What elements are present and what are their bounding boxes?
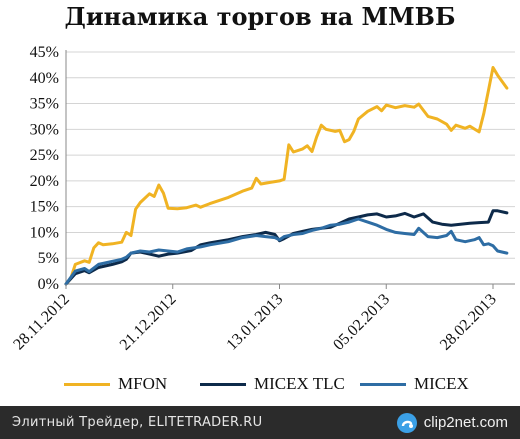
y-tick-label: 10%: [30, 224, 59, 241]
x-tick-label: 28.11.2012: [10, 291, 73, 354]
y-tick-label: 25%: [30, 147, 59, 164]
x-tick-label: 21.12.2012: [117, 291, 180, 354]
chart-title: Динамика торгов на ММВБ: [64, 2, 456, 31]
footer-bar: Элитный Трейдер, ELITETRADER.RU clip2net…: [0, 406, 520, 439]
legend-label-micex-tlc: MICEX TLC: [254, 374, 345, 393]
y-tick-label: 30%: [30, 121, 59, 138]
clip2net-logo-icon: [396, 412, 417, 433]
series-line-micex: [64, 217, 509, 286]
legend-label-micex: MICEX: [414, 374, 469, 393]
x-tick-label: 13.01.2013: [223, 291, 286, 354]
x-tick-label: 28.02.2013: [437, 291, 500, 354]
footer-brand-label: clip2net.com: [423, 414, 508, 431]
y-tick-label: 5%: [38, 250, 59, 267]
y-tick-label: 0%: [38, 276, 59, 293]
y-tick-label: 40%: [30, 70, 59, 87]
footer-credit: Элитный Трейдер, ELITETRADER.RU: [12, 415, 263, 430]
legend: MFON MICEX TLC MICEX: [0, 372, 520, 396]
axes: [65, 50, 515, 285]
legend-label-mfon: MFON: [118, 374, 168, 393]
y-tick-label: 20%: [30, 173, 59, 190]
y-tick-label: 45%: [30, 44, 59, 61]
y-tick-label: 15%: [30, 199, 59, 216]
legend-item-micex: MICEX: [360, 372, 469, 396]
legend-swatch-mfon: [64, 382, 110, 386]
y-tick-label: 35%: [30, 96, 59, 113]
series-lines: [64, 66, 509, 286]
legend-swatch-micex: [360, 382, 406, 386]
line-chart: 0%5%10%15%20%25%30%35%40%45% 28.11.2012 2…: [10, 44, 515, 354]
legend-item-micex-tlc: MICEX TLC: [200, 372, 345, 396]
y-axis-ticks: 0% 5% 10% 15% 20% 25% 30% 35% 40% 45%: [30, 44, 59, 293]
series-line-mfon: [64, 66, 509, 286]
legend-item-mfon: MFON: [64, 372, 167, 396]
x-axis-ticks: 28.11.2012 21.12.2012 13.01.2013 05.02.2013…: [10, 284, 500, 354]
x-tick-label: 05.02.2013: [330, 291, 393, 354]
footer-brand[interactable]: clip2net.com: [396, 412, 508, 434]
gridlines: [66, 51, 515, 259]
legend-swatch-micex-tlc: [200, 382, 246, 386]
